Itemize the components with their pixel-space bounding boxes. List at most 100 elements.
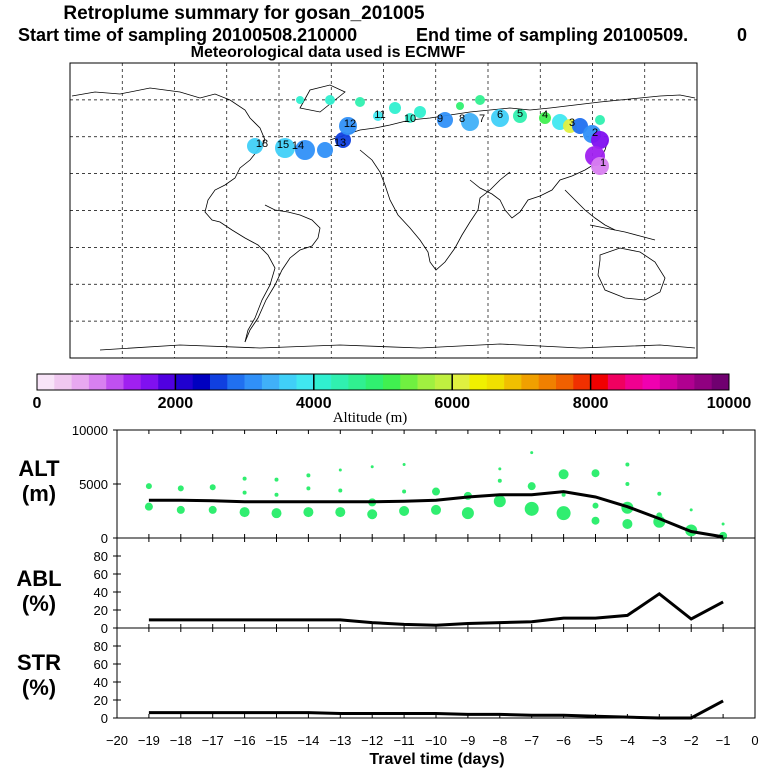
y-tick-label: 10000 [72, 423, 108, 438]
plume-marker [461, 113, 479, 131]
x-tick-label: −5 [588, 733, 603, 748]
colorbar-swatch [331, 374, 349, 390]
x-tick-label: −13 [329, 733, 351, 748]
alt-scatter-point [274, 477, 279, 482]
alt-scatter-point [274, 492, 279, 497]
x-tick-label: −11 [394, 733, 415, 748]
alt-scatter-point [303, 507, 314, 518]
y-tick-label: 40 [94, 675, 108, 690]
alt-scatter-point [689, 508, 693, 512]
plume-marker [491, 109, 509, 127]
colorbar-swatch [140, 374, 159, 390]
colorbar-swatch [590, 374, 609, 390]
colorbar-tick-label: 0 [33, 395, 42, 412]
panel-frame [116, 537, 756, 629]
colorbar-swatch [54, 374, 72, 390]
plume-marker [539, 112, 551, 124]
y-tick-label: 5000 [79, 477, 108, 492]
plume-marker [595, 115, 605, 125]
world-map: 18 15 14 13 12 11 10 9 8 7 6 5 4 3 2 1 [69, 62, 698, 359]
y-tick-label: 60 [94, 567, 108, 582]
plume-marker [389, 102, 401, 114]
colorbar-swatch [677, 374, 695, 390]
y-tick-label: 0 [101, 621, 108, 636]
y-tick-label: 60 [94, 657, 108, 672]
series-line-alt [148, 490, 724, 539]
alt-scatter-point [591, 516, 600, 525]
alt-scatter-point [431, 504, 441, 515]
colorbar-swatch [573, 374, 591, 390]
alt-scatter-point [242, 476, 247, 481]
alt-scatter-point [335, 507, 346, 518]
x-tick-label: −9 [460, 733, 475, 748]
colorbar-swatch [711, 374, 730, 390]
x-axis: −20 −19 −18 −17 −16 −15 −14 −13 −12 −11 −10 −9 −8 −7−… [106, 733, 759, 768]
colorbar-swatch [279, 374, 297, 390]
colorbar-tick-label: 8000 [573, 395, 609, 412]
plume-marker [296, 96, 304, 104]
plume-label: 1 [600, 157, 606, 169]
colorbar-swatch [365, 374, 384, 390]
plume-marker [295, 140, 315, 160]
colorbar-swatch [434, 374, 453, 390]
colorbar-swatch [296, 374, 315, 390]
colorbar-swatch [417, 374, 436, 390]
plume-marker [456, 102, 464, 110]
colorbar-swatch [71, 374, 90, 390]
colorbar-swatch [244, 374, 263, 390]
plume-label: 15 [277, 139, 289, 151]
alt-scatter-point [524, 501, 539, 516]
alt-scatter-point [367, 509, 378, 520]
panel-str: 0 20 40 60 80 [94, 627, 756, 726]
y-tick-label: 40 [94, 585, 108, 600]
plume-label: 3 [569, 117, 575, 129]
x-tick-label: −3 [652, 733, 667, 748]
abl-ylabel: ABL (%) [16, 566, 62, 616]
alt-scatter-point [592, 502, 599, 509]
alt-scatter-point [558, 469, 569, 480]
str-ylabel: STR (%) [17, 650, 61, 700]
alt-scatter-point [432, 487, 440, 496]
alt-scatter-point [208, 505, 217, 514]
alt-scatter-point [498, 467, 502, 471]
y-tick-label: 80 [94, 639, 108, 654]
plume-marker [247, 138, 263, 154]
colorbar-swatch [538, 374, 557, 390]
plume-label: 9 [437, 113, 443, 125]
plume-marker [591, 157, 609, 175]
plume-label: 6 [497, 109, 503, 121]
x-tick-label: 0 [751, 733, 758, 748]
alt-scatter-point [493, 495, 506, 508]
alt-scatter-point [176, 505, 185, 514]
plume-marker [591, 131, 609, 149]
plume-marker [335, 132, 351, 148]
y-tick-label: 20 [94, 603, 108, 618]
y-tick-label: 20 [94, 693, 108, 708]
colorbar-swatch [313, 374, 332, 390]
x-tick-label: −20 [106, 733, 128, 748]
alt-scatter-point [338, 468, 342, 472]
alt-scatter-point [177, 485, 184, 492]
plume-label: 4 [542, 109, 548, 121]
colorbar-swatch [469, 374, 488, 390]
colorbar-swatch [348, 374, 366, 390]
start-time-label: Start time of sampling 20100508.210000 [18, 25, 358, 45]
alt-scatter-point [497, 478, 502, 483]
colorbar-swatch [452, 374, 470, 390]
plume-label: 13 [334, 137, 346, 149]
colorbar-tick-label: 10000 [707, 395, 752, 412]
end-time-label: End time of sampling 20100509. [416, 25, 689, 45]
x-tick-label: −19 [138, 733, 160, 748]
x-tick-label: −17 [202, 733, 224, 748]
plume-marker [355, 97, 365, 107]
alt-scatter-point [556, 506, 571, 521]
altitude-colorbar: 0 2000 4000 6000 8000 10000 Altitude (m) [33, 373, 752, 426]
series-line-str [148, 699, 724, 720]
plume-label: 12 [344, 118, 356, 130]
alt-scatter-point [461, 507, 474, 520]
alt-ylabel: ALT (m) [18, 456, 60, 506]
colorbar-tick-label: 6000 [434, 395, 470, 412]
alt-scatter-point [399, 506, 410, 516]
